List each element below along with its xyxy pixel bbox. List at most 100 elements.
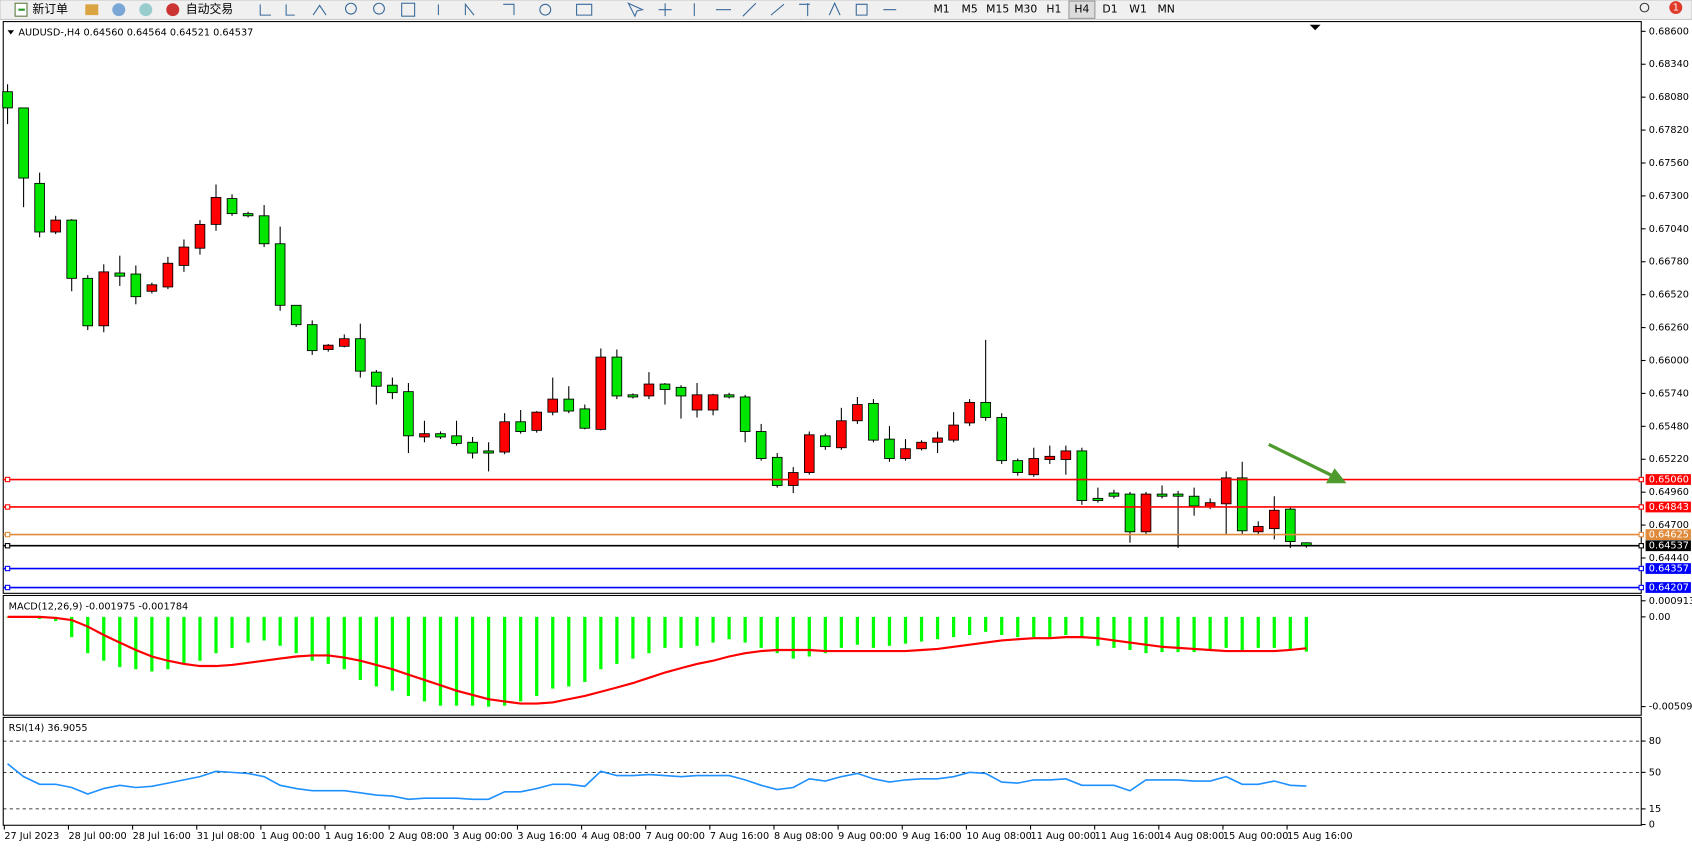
- icon[interactable]: [85, 4, 99, 16]
- timeframe-button[interactable]: H4: [1074, 3, 1089, 16]
- candle-body: [563, 398, 575, 412]
- level-handle[interactable]: [1638, 565, 1644, 572]
- level-handle[interactable]: [4, 543, 11, 549]
- level-label: 0.64357: [1649, 564, 1689, 575]
- macd-bar: [86, 616, 90, 654]
- y-tick-label: 80: [1649, 736, 1661, 747]
- macd-bar: [968, 616, 972, 636]
- level-handle[interactable]: [1638, 543, 1644, 549]
- macd-bar: [150, 616, 154, 672]
- level-handle[interactable]: [4, 531, 11, 538]
- y-tick-label: 0.65740: [1649, 388, 1689, 399]
- search-icon[interactable]: [1639, 2, 1650, 13]
- candle-body: [355, 338, 366, 372]
- level-label-bg: [1645, 501, 1691, 513]
- candle-body: [884, 438, 895, 459]
- macd-bar: [679, 616, 683, 648]
- candle-body: [242, 213, 254, 217]
- x-tick-label: 31 Jul 08:00: [197, 831, 255, 842]
- tool-icons[interactable]: [259, 1, 897, 18]
- candle-body: [771, 456, 783, 486]
- x-tick-label: 1 Aug 00:00: [261, 831, 320, 842]
- candle-body: [579, 408, 591, 429]
- y-tick-label: 0.64960: [1649, 487, 1689, 498]
- y-tick-label: 15: [1649, 804, 1661, 815]
- level-label-bg: [1645, 582, 1691, 593]
- y-tick-label: 0.64440: [1649, 553, 1689, 564]
- candle-body: [2, 91, 13, 109]
- candle-body: [483, 450, 494, 454]
- y-tick-label: 0.66000: [1649, 356, 1689, 367]
- macd-bar: [1192, 616, 1196, 653]
- y-tick-label: 0.66260: [1649, 323, 1689, 334]
- macd-bar: [855, 616, 860, 645]
- rsi-line: [7, 763, 1307, 801]
- macd-bar: [615, 616, 619, 664]
- timeframe-button[interactable]: MN: [1157, 3, 1174, 16]
- level-handle[interactable]: [4, 584, 11, 591]
- macd-bar: [438, 616, 443, 706]
- macd-bar: [70, 616, 74, 638]
- candle-body: [1188, 495, 1200, 507]
- level-handle[interactable]: [4, 476, 11, 483]
- x-tick-label: 7 Aug 00:00: [646, 831, 705, 842]
- macd-bar: [262, 616, 266, 641]
- candle-body: [739, 396, 751, 432]
- candle-body: [338, 338, 350, 347]
- candle-body: [611, 356, 623, 397]
- level-handle[interactable]: [1638, 504, 1644, 510]
- macd-bar: [583, 616, 587, 683]
- new-order-button[interactable]: 新订单: [14, 2, 68, 17]
- macd-bar: [310, 616, 314, 661]
- macd-bar: [454, 616, 459, 706]
- y-tick-label: 0.68080: [1649, 92, 1689, 103]
- timeframes: M1 M5 M15 M30 H1 H4 D1 W1 MN: [933, 0, 1175, 19]
- candle-body: [290, 304, 302, 326]
- macd-bar: [182, 616, 186, 664]
- auto-trade-button[interactable]: 自动交易: [166, 2, 233, 16]
- pane-title: AUDUSD-,H4 0.64560 0.64564 0.64521 0.645…: [18, 27, 253, 38]
- level-handle[interactable]: [4, 565, 11, 572]
- timeframe-button[interactable]: M5: [962, 3, 978, 16]
- candle-body: [675, 386, 687, 397]
- macd-bar: [246, 616, 250, 643]
- macd-bar: [1304, 616, 1308, 652]
- level-handle[interactable]: [1638, 531, 1644, 538]
- pane-title: RSI(14) 36.9055: [9, 723, 88, 734]
- level-handle[interactable]: [1638, 476, 1644, 483]
- timeframe-button[interactable]: M1: [933, 3, 949, 16]
- timeframe-active[interactable]: [1068, 0, 1096, 19]
- macd-bar: [743, 616, 747, 643]
- notification-badge[interactable]: [1669, 1, 1683, 15]
- level-handle[interactable]: [1638, 584, 1644, 591]
- macd-bar: [727, 616, 731, 640]
- macd-bar: [599, 616, 603, 670]
- notification-count: 1: [1673, 3, 1679, 14]
- pane: [2, 716, 1642, 826]
- icon[interactable]: [112, 3, 126, 17]
- timeframe-button[interactable]: D1: [1102, 3, 1117, 16]
- macd-bar: [631, 616, 635, 659]
- timeframe-button[interactable]: M15: [986, 3, 1009, 16]
- candle-body: [66, 219, 77, 279]
- macd-bar: [102, 616, 106, 661]
- timeframe-button[interactable]: H1: [1046, 3, 1061, 16]
- level-handle[interactable]: [4, 504, 11, 510]
- macd-bar: [1144, 616, 1148, 654]
- macd-bar: [1240, 616, 1244, 652]
- macd-bar: [422, 616, 427, 702]
- timeframe-button[interactable]: M30: [1014, 3, 1037, 16]
- candle-body: [1156, 493, 1168, 497]
- macd-bar: [1288, 616, 1292, 650]
- candle-body: [627, 394, 639, 398]
- timeframe-button[interactable]: W1: [1129, 3, 1147, 16]
- y-tick-label: 0: [1649, 820, 1655, 831]
- candle-body: [916, 441, 927, 450]
- macd-bar: [567, 616, 571, 687]
- macd-bar: [486, 616, 491, 707]
- y-tick-label: 0.64700: [1649, 520, 1689, 531]
- macd-bar: [230, 616, 234, 648]
- y-tick-label: 0.65480: [1649, 421, 1689, 432]
- icon[interactable]: [139, 3, 153, 17]
- candle-body: [1236, 477, 1248, 532]
